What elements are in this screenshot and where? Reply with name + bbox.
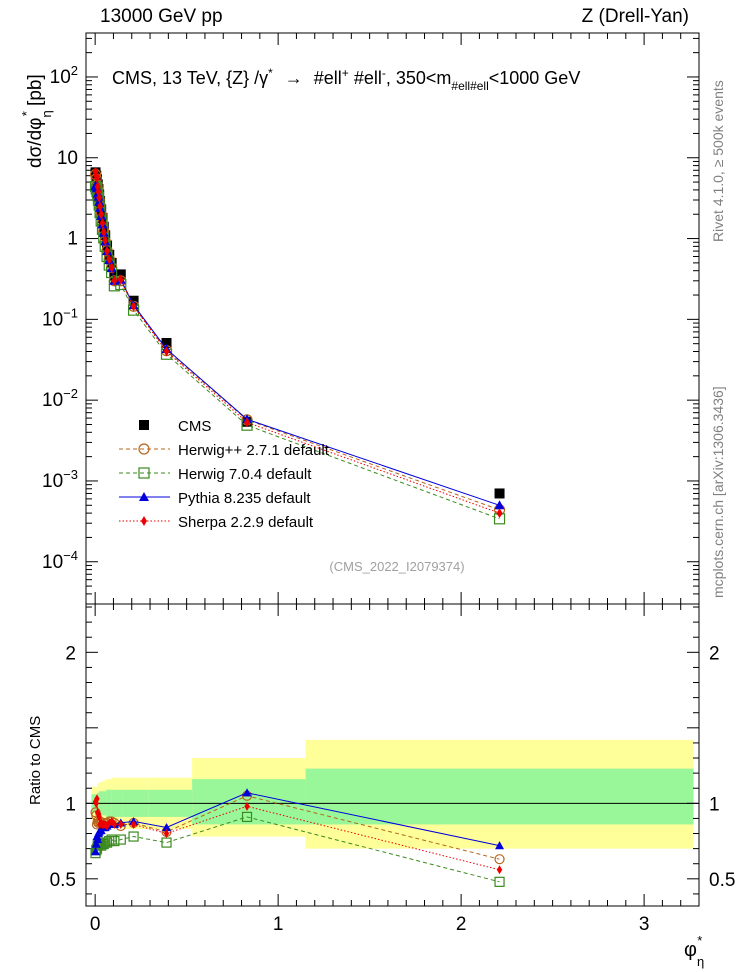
ratio-point-sherpa: [130, 819, 137, 829]
point-sherpa: [244, 417, 251, 428]
ratio-xtick-label: 2: [456, 914, 467, 935]
series-sherpa: [92, 166, 503, 519]
legend: CMS Herwig++ 2.7.1 default Herwig 7.0.4 de…: [119, 418, 330, 531]
ratio-point-sherpa: [104, 821, 110, 831]
ratio-point-herwig7: [128, 831, 139, 842]
point-sherpa: [496, 508, 503, 519]
ratio-point-sherpa: [93, 798, 99, 808]
ratio-point-herwig7: [241, 811, 253, 823]
ratio-ytick-label-right: 0.5: [709, 870, 735, 891]
ratio-plot-frame: [85, 603, 700, 907]
point-sherpa: [97, 201, 104, 212]
ratio-point-herwig7: [109, 835, 120, 847]
point-pythia: [494, 500, 505, 510]
point-cms: [161, 337, 172, 348]
ratio-point-herwig7: [494, 876, 505, 887]
ratio-ytick-label-right: 2: [709, 643, 720, 664]
ratio-point-herwigpp: [494, 854, 505, 865]
analysis-watermark: (CMS_2022_I2079374): [329, 559, 464, 574]
main-ylabel: dσ/dφη* [pb]: [19, 74, 54, 168]
ratio-point-pythia: [495, 841, 505, 850]
ratio-xlabel: φη*: [684, 933, 704, 969]
ratio-point-sherpa: [244, 801, 250, 811]
ratio-ytick-label: 1: [65, 794, 76, 815]
point-sherpa: [99, 218, 106, 229]
point-sherpa: [163, 346, 170, 357]
ratio-point-sherpa: [163, 829, 170, 839]
ratio-point-pythia: [91, 839, 101, 848]
point-cms: [494, 488, 505, 499]
point-sherpa: [111, 275, 118, 286]
point-sherpa: [98, 209, 105, 220]
point-cms: [115, 269, 126, 280]
ratio-point-pythia: [242, 788, 252, 797]
legend-marker-pythia: [139, 492, 149, 501]
ratio-point-herwig7: [161, 837, 172, 848]
ratio-ytick-label: 2: [65, 643, 76, 664]
point-sherpa: [102, 235, 109, 246]
series-pythia: [90, 180, 505, 510]
ratio-point-sherpa: [118, 819, 124, 829]
ratio-xtick-label: 3: [639, 914, 650, 935]
point-sherpa: [93, 173, 100, 184]
series-line-herwigpp: [95, 174, 500, 511]
ratio-bands: [86, 739, 699, 849]
series-herwigpp: [89, 168, 506, 516]
legend-label-herwig7: Herwig 7.0.4 default: [178, 466, 312, 483]
ratio-series-group: [90, 788, 505, 887]
main-ytick-label: 1: [67, 229, 78, 250]
ratio-ytick-label-right: 1: [709, 794, 720, 815]
main-series-group: [89, 166, 506, 525]
point-sherpa: [106, 254, 113, 265]
ratio-point-pythia: [162, 822, 172, 832]
legend-entry-cms: CMS: [139, 418, 211, 435]
ratio-point-pythia: [91, 847, 101, 856]
header-right: Z (Drell-Yan): [581, 6, 689, 27]
main-ticks: 10−4 10−3 10−2 10−1 1 10 102: [42, 33, 699, 605]
main-ytick-label: 10−4: [42, 548, 78, 573]
legend-label-sherpa: Sherpa 2.2.9 default: [178, 514, 314, 531]
legend-entry-herwig7: Herwig 7.0.4 default: [119, 466, 312, 483]
ratio-point-sherpa: [94, 794, 100, 804]
legend-entry-herwigpp: Herwig++ 2.7.1 default: [119, 442, 330, 459]
point-sherpa: [117, 274, 124, 285]
point-sherpa: [108, 262, 115, 273]
main-ytick-label: 10: [57, 148, 78, 169]
legend-marker-cms: [139, 420, 149, 430]
point-sherpa: [130, 301, 137, 312]
series-line-sherpa: [95, 171, 500, 514]
ratio-xtick-label: 1: [273, 914, 284, 935]
ratio-point-pythia: [93, 835, 103, 844]
header-left: 13000 GeV pp: [100, 6, 223, 27]
ratio-point-sherpa: [111, 819, 118, 829]
legend-label-cms: CMS: [178, 418, 211, 435]
main-title: CMS, 13 TeV, {Z} /γ* → #ell+ #ell-, 350<m…: [112, 66, 580, 93]
ratio-point-herwig7: [104, 835, 115, 847]
ratio-series-sherpa: [92, 794, 503, 875]
point-sherpa: [96, 192, 103, 203]
legend-marker-sherpa: [141, 516, 147, 526]
ratio-ticks: 0.5 0.5 1 1 2 2 0 1 2 3: [50, 604, 735, 935]
legend-entry-sherpa: Sherpa 2.2.9 default: [119, 514, 314, 531]
legend-entry-pythia: Pythia 8.235 default: [119, 490, 311, 507]
ratio-ytick-label: 0.5: [50, 870, 76, 891]
band-inner: [305, 768, 694, 825]
main-ytick-label: 10−3: [42, 467, 78, 492]
ratio-xtick-label: 0: [90, 914, 101, 935]
legend-marker-herwig7: [138, 467, 150, 479]
ratio-ylabel: Ratio to CMS: [27, 716, 44, 805]
ratio-point-sherpa: [96, 812, 102, 822]
point-sherpa: [100, 227, 107, 238]
legend-label-herwigpp: Herwig++ 2.7.1 default: [178, 442, 330, 459]
ratio-point-sherpa: [496, 865, 503, 875]
main-ytick-label: 10−1: [42, 305, 78, 330]
main-ytick-label: 102: [50, 63, 78, 88]
legend-marker-herwigpp: [138, 443, 150, 455]
point-sherpa: [104, 246, 111, 257]
ratio-point-herwig7: [115, 834, 126, 845]
main-ytick-label: 10−2: [42, 386, 78, 411]
legend-label-pythia: Pythia 8.235 default: [178, 490, 311, 507]
